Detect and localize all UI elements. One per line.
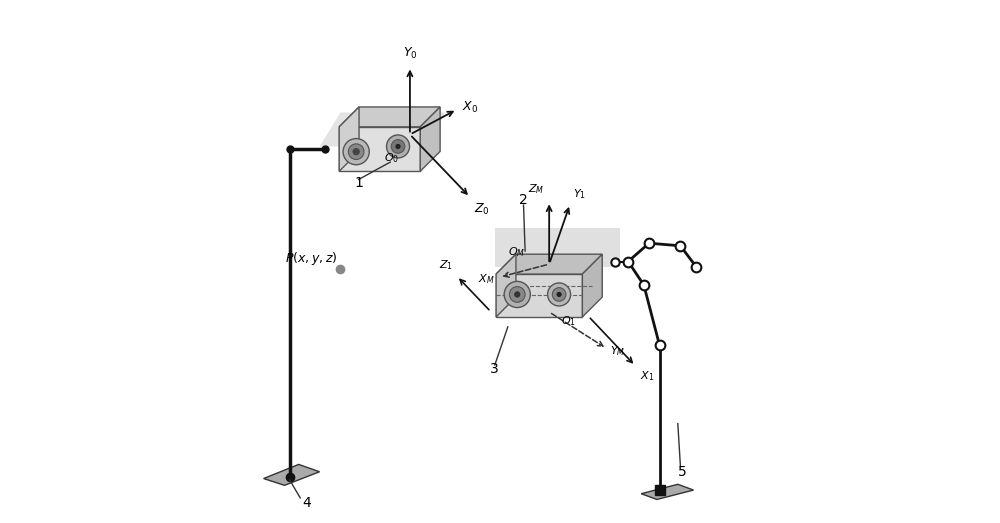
Polygon shape — [496, 254, 516, 317]
Text: $O_1$: $O_1$ — [561, 314, 576, 327]
Text: $X_1$: $X_1$ — [640, 370, 654, 383]
Text: $Z_1$: $Z_1$ — [439, 259, 453, 272]
Text: $P(x,y,z)$: $P(x,y,z)$ — [285, 249, 338, 267]
Text: $Y_M$: $Y_M$ — [610, 344, 626, 358]
Circle shape — [514, 291, 520, 298]
Circle shape — [509, 287, 525, 302]
Polygon shape — [496, 254, 602, 274]
Text: $X_M$: $X_M$ — [478, 272, 494, 286]
Circle shape — [504, 281, 530, 308]
Polygon shape — [339, 127, 420, 172]
Text: $X_0$: $X_0$ — [462, 100, 478, 115]
Polygon shape — [582, 254, 602, 317]
Circle shape — [348, 144, 364, 160]
Text: $Y_1$: $Y_1$ — [573, 188, 586, 201]
Polygon shape — [420, 107, 440, 172]
Text: 3: 3 — [490, 362, 499, 376]
Circle shape — [395, 144, 401, 149]
Polygon shape — [496, 274, 582, 317]
Circle shape — [552, 288, 566, 301]
Text: 4: 4 — [302, 496, 311, 510]
Circle shape — [387, 135, 410, 158]
Text: 2: 2 — [519, 193, 528, 207]
Text: $Z_0$: $Z_0$ — [474, 201, 490, 217]
Polygon shape — [264, 464, 320, 485]
Polygon shape — [339, 107, 440, 127]
Text: 1: 1 — [354, 176, 363, 190]
Polygon shape — [320, 112, 445, 146]
Circle shape — [556, 292, 562, 297]
Polygon shape — [339, 107, 359, 172]
Circle shape — [548, 283, 571, 306]
Text: $O_M$: $O_M$ — [508, 245, 526, 259]
Circle shape — [343, 139, 369, 165]
Circle shape — [353, 148, 360, 155]
Polygon shape — [495, 228, 620, 267]
Polygon shape — [641, 484, 694, 499]
Text: 5: 5 — [678, 465, 686, 479]
Circle shape — [391, 140, 405, 153]
Text: $Z_M$: $Z_M$ — [528, 183, 544, 196]
Text: $O_0$: $O_0$ — [384, 152, 399, 165]
Text: $Y_0$: $Y_0$ — [403, 46, 417, 61]
